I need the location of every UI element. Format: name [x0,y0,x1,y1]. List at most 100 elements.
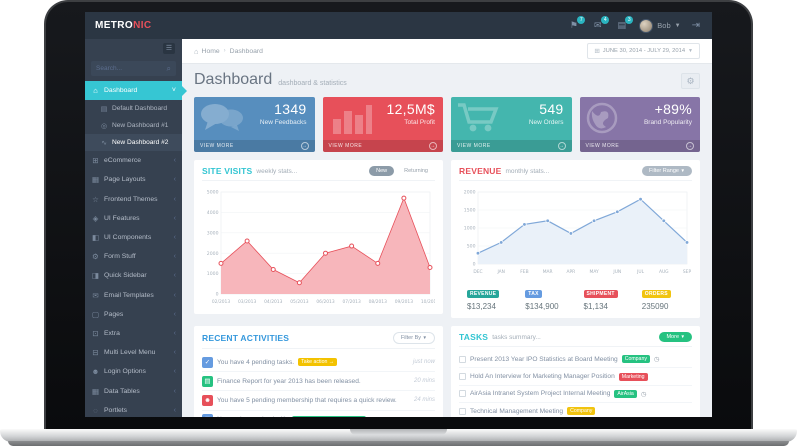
svg-text:500: 500 [467,244,476,250]
chevron-icon: ‹ [173,310,176,318]
activity-row[interactable]: ✓ You have 4 pending tasks. Take action … [202,353,435,373]
view-more-button[interactable]: VIEW MORE → [451,140,572,152]
chevron-icon: ‹ [173,291,176,299]
sidebar-item-label: Portlets [104,406,128,414]
activity-time: just now [412,359,435,366]
sidebar-item-frontend-themes[interactable]: ☆ Frontend Themes ‹ [85,190,182,209]
sidebar-item-login-options[interactable]: ☻ Login Options ‹ [85,362,182,381]
sidebar-item-form-stuff[interactable]: ⚙ Form Stuff ‹ [85,247,182,266]
stat-tiles: 1349 New Feedbacks VIEW MORE → 12,5M$ To… [194,97,700,152]
task-checkbox[interactable] [459,355,466,363]
task-checkbox[interactable] [459,390,466,398]
sidebar-search: ⌕ [91,61,176,76]
activities-title: RECENT ACTIVITIES [202,333,290,343]
sidebar-item-portlets[interactable]: ◌ Portlets ‹ [85,401,182,417]
sidebar-subitem-label: New Dashboard #2 [112,139,169,147]
tasks-icon[interactable]: ▤ 3 [615,16,634,31]
activity-row[interactable]: ☻ You have 5 pending membership that req… [202,391,435,411]
svg-text:07/2013: 07/2013 [343,299,361,305]
search-icon[interactable]: ⌕ [166,63,171,73]
sidebar-item-ui-components[interactable]: ◧ UI Components ‹ [85,228,182,247]
sidebar-item-data-tables[interactable]: ▦ Data Tables ‹ [85,381,182,400]
envelope-icon[interactable]: ✉ 4 [591,16,610,31]
chevron-icon: ‹ [173,195,176,203]
stat-tile-brand-popularity[interactable]: +89% Brand Popularity VIEW MORE → [579,97,700,152]
sidebar-item-ecommerce[interactable]: ⊞ eCommerce ‹ [85,151,182,170]
view-more-button[interactable]: VIEW MORE → [322,140,443,152]
avatar [639,18,654,33]
task-checkbox[interactable] [459,407,466,415]
svg-text:3000: 3000 [207,230,219,236]
portlet-icon: ◌ [93,405,98,415]
view-more-button[interactable]: VIEW MORE → [194,140,315,152]
sidebar-subitem-new-dashboard-2[interactable]: ∿ New Dashboard #2 [85,134,182,152]
chevron-down-icon: ▼ [680,334,685,339]
svg-text:4000: 4000 [207,210,219,216]
logout-icon[interactable]: ⇥ [691,20,700,31]
sidebar-item-multi-level-menu[interactable]: ⊟ Multi Level Menu ‹ [85,343,182,362]
new-button[interactable]: New [369,166,395,176]
task-row[interactable]: Technical Management Meeting Company ◷ [459,403,692,417]
page-content: Dashboard dashboard & statistics ⚙ 1349 … [182,64,712,417]
task-row[interactable]: AirAsia Intranet System Project Internal… [459,386,692,404]
sidebar-subitem-default-dashboard[interactable]: ▤ Default Dashboard [85,100,182,117]
task-text: Technical Management Meeting [470,407,564,415]
activity-badge[interactable]: Take action → [298,358,337,367]
revenue-header: REVENUE monthly stats... Filter Range ▼ [459,166,692,181]
sidebar-item-extra[interactable]: ⊡ Extra ‹ [85,324,182,343]
sidebar-item-pages[interactable]: ▢ Pages ‹ [85,305,182,324]
user-icon: ☻ [202,394,213,406]
search-input[interactable] [96,65,167,72]
app-body: ☰ ⌕ ⌂ Dashboard ˅ ▤ Default Dashboard ◎ … [85,39,712,417]
breadcrumb-home[interactable]: Home [201,47,220,55]
circle-arrow-icon: → [300,142,309,150]
task-row[interactable]: Hold An Interview for Marketing Manager … [459,368,692,386]
folder-icon: ⊟ [92,348,99,358]
activity-row[interactable]: ▤ Finance Report for year 2013 has been … [202,372,435,392]
more-button[interactable]: More ▼ [659,332,692,342]
sidebar-item-page-layouts[interactable]: ▦ Page Layouts ‹ [85,170,182,189]
returning-button[interactable]: Returning [404,168,428,174]
stat-tile-new-feedbacks[interactable]: 1349 New Feedbacks VIEW MORE → [194,97,315,152]
task-checkbox[interactable] [459,373,466,381]
layout-icon: ▦ [91,175,100,185]
chevron-down-icon: ▼ [674,22,681,29]
envelope-icon: ✉ [92,290,99,300]
sidebar-item-dashboard[interactable]: ⌂ Dashboard ˅ [85,81,187,101]
sidebar-subitem-new-dashboard-1[interactable]: ◎ New Dashboard #1 [85,117,182,134]
site-visits-title: SITE VISITS [202,166,253,176]
topbar-icons: ⚑ 7 ✉ 4 ▤ 3 [567,16,634,31]
svg-text:08/2013: 08/2013 [369,299,387,305]
date-range-picker[interactable]: ⊞ JUNE 30, 2014 - JULY 29, 2014 ▼ [587,43,700,59]
tile-value: 549 [539,101,564,117]
recent-activities-portlet: RECENT ACTIVITIES Filter By ▼ ✓ You have… [194,326,443,417]
sidebar-item-email-templates[interactable]: ✉ Email Templates ‹ [85,286,182,305]
filter-range-button[interactable]: Filter Range ▼ [642,166,692,176]
bell-icon[interactable]: ⚑ 7 [567,16,586,31]
sidebar-toggler-row: ☰ [85,39,182,57]
task-row[interactable]: Present 2013 Year IPO Statistics at Boar… [459,351,692,369]
stat-tile-total-profit[interactable]: 12,5M$ Total Profit VIEW MORE → [322,97,443,152]
chevron-icon: ‹ [173,406,176,414]
view-more-button[interactable]: VIEW MORE → [579,140,700,152]
topbar: METRONIC ⚑ 7 ✉ 4 ▤ 3 Bob ▼ ⇥ [85,12,712,39]
revenue-stat-value: $134,900 [525,302,559,311]
app-logo[interactable]: METRONIC [95,20,152,31]
sidebar-toggler-icon[interactable]: ☰ [163,43,175,54]
chevron-icon: ‹ [173,368,176,376]
activity-badge[interactable]: Reference Number: DR23923 [291,415,367,417]
stat-tile-new-orders[interactable]: 549 New Orders VIEW MORE → [451,97,572,152]
chevron-icon: ‹ [173,272,176,280]
sidebar-item-label: eCommerce [104,157,142,165]
revenue-stat-badge: REVENUE [467,290,500,298]
sidebar-item-quick-sidebar[interactable]: ◨ Quick Sidebar ‹ [85,266,182,285]
chevron-down-icon: ▼ [422,335,427,340]
filter-by-button[interactable]: Filter By ▼ [392,332,435,344]
sidebar-item-ui-features[interactable]: ◈ UI Features ‹ [85,209,182,228]
bell-icon: ◷ [653,356,660,364]
activities-header: RECENT ACTIVITIES Filter By ▼ [202,332,435,349]
user-menu[interactable]: Bob ▼ [639,18,681,33]
gear-icon[interactable]: ⚙ [681,73,700,89]
revenue-stat-badge: TAX [525,290,542,298]
activity-row[interactable]: ⊞ New order received with Reference Numb… [202,411,435,417]
